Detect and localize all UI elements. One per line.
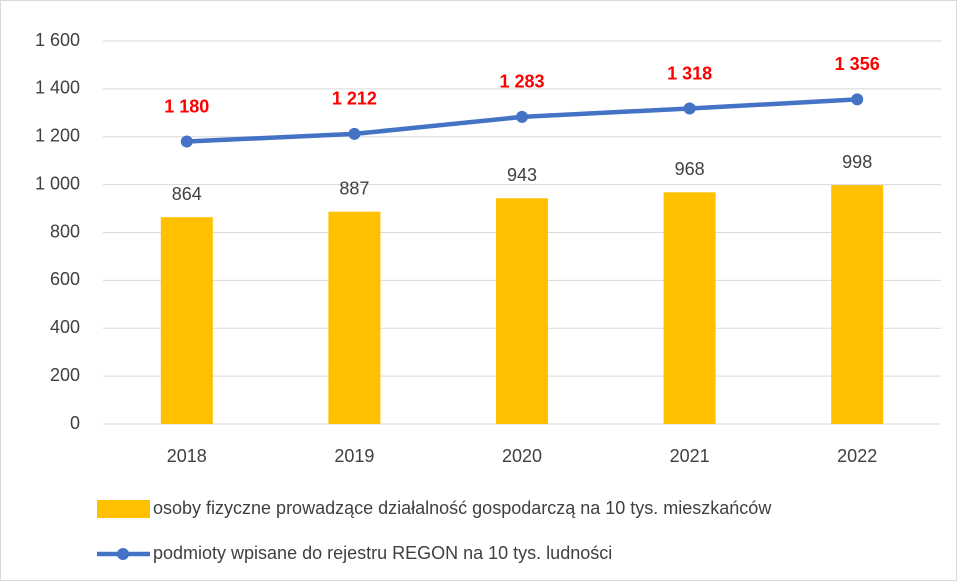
bar: [831, 185, 884, 424]
legend-label: podmioty wpisane do rejestru REGON na 10…: [153, 543, 612, 563]
line-marker: [683, 102, 696, 115]
line-value-label: 1 356: [835, 54, 880, 74]
bar: [328, 211, 381, 424]
legend-marker: [117, 548, 129, 560]
line-value-label: 1 180: [164, 96, 209, 116]
x-tick-label: 2022: [837, 446, 877, 466]
x-tick-label: 2018: [167, 446, 207, 466]
y-tick-label: 0: [70, 413, 80, 433]
line-marker: [348, 127, 361, 140]
bar: [663, 192, 716, 424]
y-tick-label: 1 600: [35, 30, 80, 50]
legend-swatch: [97, 500, 150, 518]
bar-value-label: 998: [842, 152, 872, 172]
bar-value-label: 864: [172, 184, 202, 204]
line-marker: [180, 135, 193, 148]
line-marker: [851, 93, 864, 106]
y-tick-label: 1 000: [35, 173, 80, 193]
bar: [160, 217, 213, 424]
legend-label: osoby fizyczne prowadzące działalność go…: [153, 498, 772, 518]
bar-value-label: 943: [507, 165, 537, 185]
line-value-label: 1 283: [499, 72, 544, 92]
bar: [496, 198, 548, 424]
bar-value-label: 968: [675, 159, 705, 179]
y-tick-label: 1 200: [35, 126, 80, 146]
x-tick-label: 2019: [334, 446, 374, 466]
x-tick-label: 2021: [670, 446, 710, 466]
bar-value-label: 887: [339, 178, 369, 198]
y-tick-label: 1 400: [35, 78, 80, 98]
y-tick-label: 800: [50, 221, 80, 241]
line-marker: [516, 110, 528, 123]
line-value-label: 1 318: [667, 63, 712, 83]
x-tick-label: 2020: [502, 446, 542, 466]
y-tick-label: 400: [50, 317, 80, 337]
y-tick-label: 600: [50, 269, 80, 289]
y-tick-label: 200: [50, 365, 80, 385]
line-value-label: 1 212: [332, 89, 377, 109]
